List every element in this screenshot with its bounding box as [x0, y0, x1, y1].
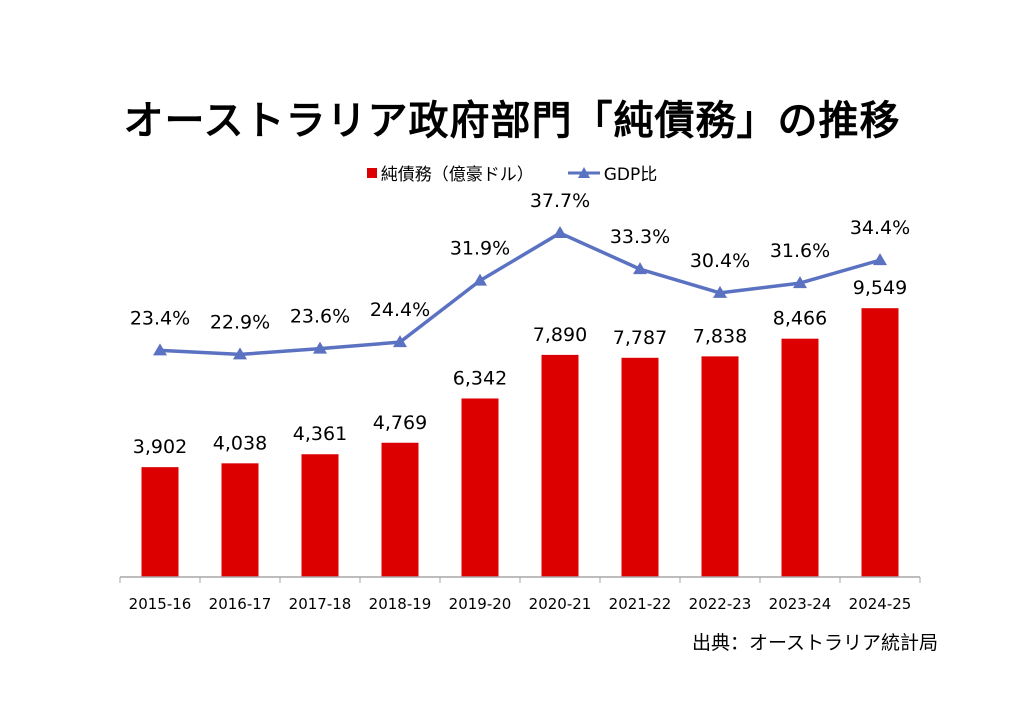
gdp-ratio-marker-2023-24: [793, 276, 807, 289]
bar-value-label: 9,549: [853, 277, 907, 299]
gdp-ratio-label: 23.4%: [130, 307, 190, 329]
gdp-ratio-marker-2024-25: [873, 253, 887, 266]
gdp-ratio-line: [159, 231, 881, 357]
gdp-ratio-marker-2020-21: [553, 226, 567, 239]
bar-2023-24: [781, 338, 819, 577]
legend-line-label: GDP比: [603, 165, 658, 185]
bar-2018-19: [381, 442, 419, 577]
legend-bar-swatch: [366, 167, 377, 178]
legend-item-bar: 純債務（億豪ドル）: [366, 160, 534, 185]
x-tick-label: 2020-21: [529, 595, 592, 613]
gdp-ratio-label: 37.7%: [530, 190, 590, 212]
gdp-ratio-label: 33.3%: [610, 226, 670, 248]
bar-value-label: 7,838: [693, 325, 747, 347]
x-tick-label: 2024-25: [849, 595, 912, 613]
legend: 純債務（億豪ドル） GDP比: [0, 160, 1024, 185]
legend-item-line: GDP比: [567, 160, 658, 185]
bar-value-label: 7,890: [533, 324, 587, 346]
bar-2020-21: [541, 354, 579, 577]
gdp-ratio-label: 31.9%: [450, 238, 510, 260]
bar-value-label: 7,787: [613, 327, 667, 349]
gdp-ratio-marker-2015-16: [153, 343, 167, 356]
x-tick-label: 2021-22: [609, 595, 672, 613]
bar-2021-22: [621, 357, 659, 577]
gdp-ratio-marker-2022-23: [713, 285, 727, 298]
gdp-ratio-marker-2019-20: [473, 273, 487, 286]
gdp-ratio-label: 30.4%: [690, 250, 750, 272]
x-tick-label: 2018-19: [369, 595, 432, 613]
gdp-ratio-marker-2018-19: [393, 335, 407, 348]
x-tick-label: 2022-23: [689, 595, 752, 613]
bar-2016-17: [221, 463, 259, 577]
gdp-ratio-marker-2021-22: [633, 262, 647, 275]
gdp-ratio-label: 22.9%: [210, 311, 270, 333]
gdp-ratio-label: 34.4%: [850, 217, 910, 239]
bar-2015-16: [141, 467, 179, 577]
x-tick-label: 2019-20: [449, 595, 512, 613]
bar-value-label: 4,361: [293, 423, 347, 445]
gdp-ratio-label: 23.6%: [290, 306, 350, 328]
bar-value-label: 4,038: [213, 432, 267, 454]
source-note: 出典：オーストラリア統計局: [691, 632, 938, 654]
x-tick-label: 2017-18: [289, 595, 352, 613]
bar-value-label: 4,769: [373, 412, 427, 434]
bar-value-label: 8,466: [773, 308, 827, 330]
bar-2022-23: [701, 356, 739, 577]
gdp-ratio-marker-2016-17: [233, 347, 247, 360]
bar-2024-25: [861, 308, 899, 577]
x-tick-label: 2015-16: [129, 595, 192, 613]
legend-bar-label: 純債務（億豪ドル）: [380, 165, 534, 185]
legend-line-swatch: [567, 166, 600, 180]
gdp-ratio-label: 31.6%: [770, 240, 830, 262]
bar-2019-20: [461, 398, 499, 577]
bar-value-label: 6,342: [453, 367, 507, 389]
bar-2017-18: [301, 454, 339, 577]
bar-value-label: 3,902: [133, 436, 187, 458]
gdp-ratio-label: 24.4%: [370, 299, 430, 321]
x-tick-label: 2016-17: [209, 595, 272, 613]
x-tick-label: 2023-24: [769, 595, 832, 613]
gdp-ratio-marker-2017-18: [313, 341, 327, 354]
chart-title: オーストラリア政府部門「純債務」の推移: [123, 98, 901, 144]
